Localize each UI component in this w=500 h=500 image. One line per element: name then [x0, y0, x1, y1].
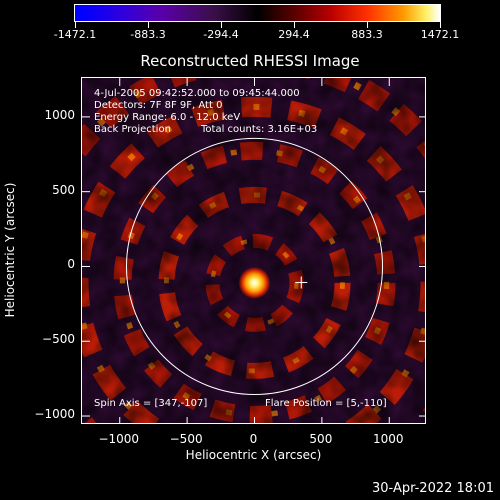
spin-axis-text: Spin Axis = [347,-107]	[94, 398, 208, 409]
colorbar-tick-label: 883.3	[351, 28, 383, 41]
flare-source	[238, 266, 271, 299]
method-text: Back Projection	[94, 124, 171, 135]
heatmap-texture	[82, 78, 425, 423]
colorbar-tick-label: -294.4	[203, 28, 239, 41]
solar-limb-circle	[125, 137, 384, 395]
y-tick-label: 0	[67, 257, 75, 272]
plot-title: Reconstructed RHESSI Image	[140, 52, 360, 70]
colorbar-tick-label: 294.4	[278, 28, 310, 41]
colorbar-tick	[221, 22, 222, 28]
y-tick-label: −500	[42, 332, 75, 347]
energy-range-text: Energy Range: 6.0 - 12.0 keV	[94, 112, 241, 123]
colorbar-tick	[148, 22, 149, 28]
colorbar-tick-label: -1472.1	[53, 28, 97, 41]
x-tick-label: −1000	[98, 432, 140, 446]
x-tick-label: 1000	[372, 432, 404, 446]
total-counts-text: Total counts: 3.16E+03	[201, 124, 318, 135]
colorbar-tick	[294, 22, 295, 28]
date-stamp: 30-Apr-2022 18:01	[372, 481, 494, 496]
colorbar-tick	[75, 22, 76, 28]
y-tick-label: 500	[52, 182, 75, 197]
colorbar-tick	[367, 22, 368, 28]
image-plot-area	[81, 77, 426, 424]
colorbar-tick-label: -883.3	[130, 28, 166, 41]
colorbar	[74, 4, 441, 22]
spin-axis-marker	[295, 276, 308, 289]
y-axis-label: Heliocentric Y (arcsec)	[3, 182, 17, 318]
heatmap-svg	[82, 78, 425, 423]
x-tick-label: 0	[249, 432, 258, 446]
x-tick-label: −500	[169, 432, 203, 446]
time-range-text: 4-Jul-2005 09:42:52.000 to 09:45:44.000	[94, 88, 300, 99]
x-tick-label: 500	[309, 432, 333, 446]
x-axis-label: Heliocentric X (arcsec)	[185, 448, 322, 462]
y-tick-label: 1000	[44, 107, 75, 122]
colorbar-tick-label: 1472.1	[420, 28, 460, 41]
flare-position-text: Flare Position = [5,-110]	[265, 398, 387, 409]
colorbar-tick	[440, 22, 441, 28]
detectors-text: Detectors: 7F 8F 9F, Att 0	[94, 100, 223, 111]
y-tick-label: −1000	[34, 407, 75, 422]
